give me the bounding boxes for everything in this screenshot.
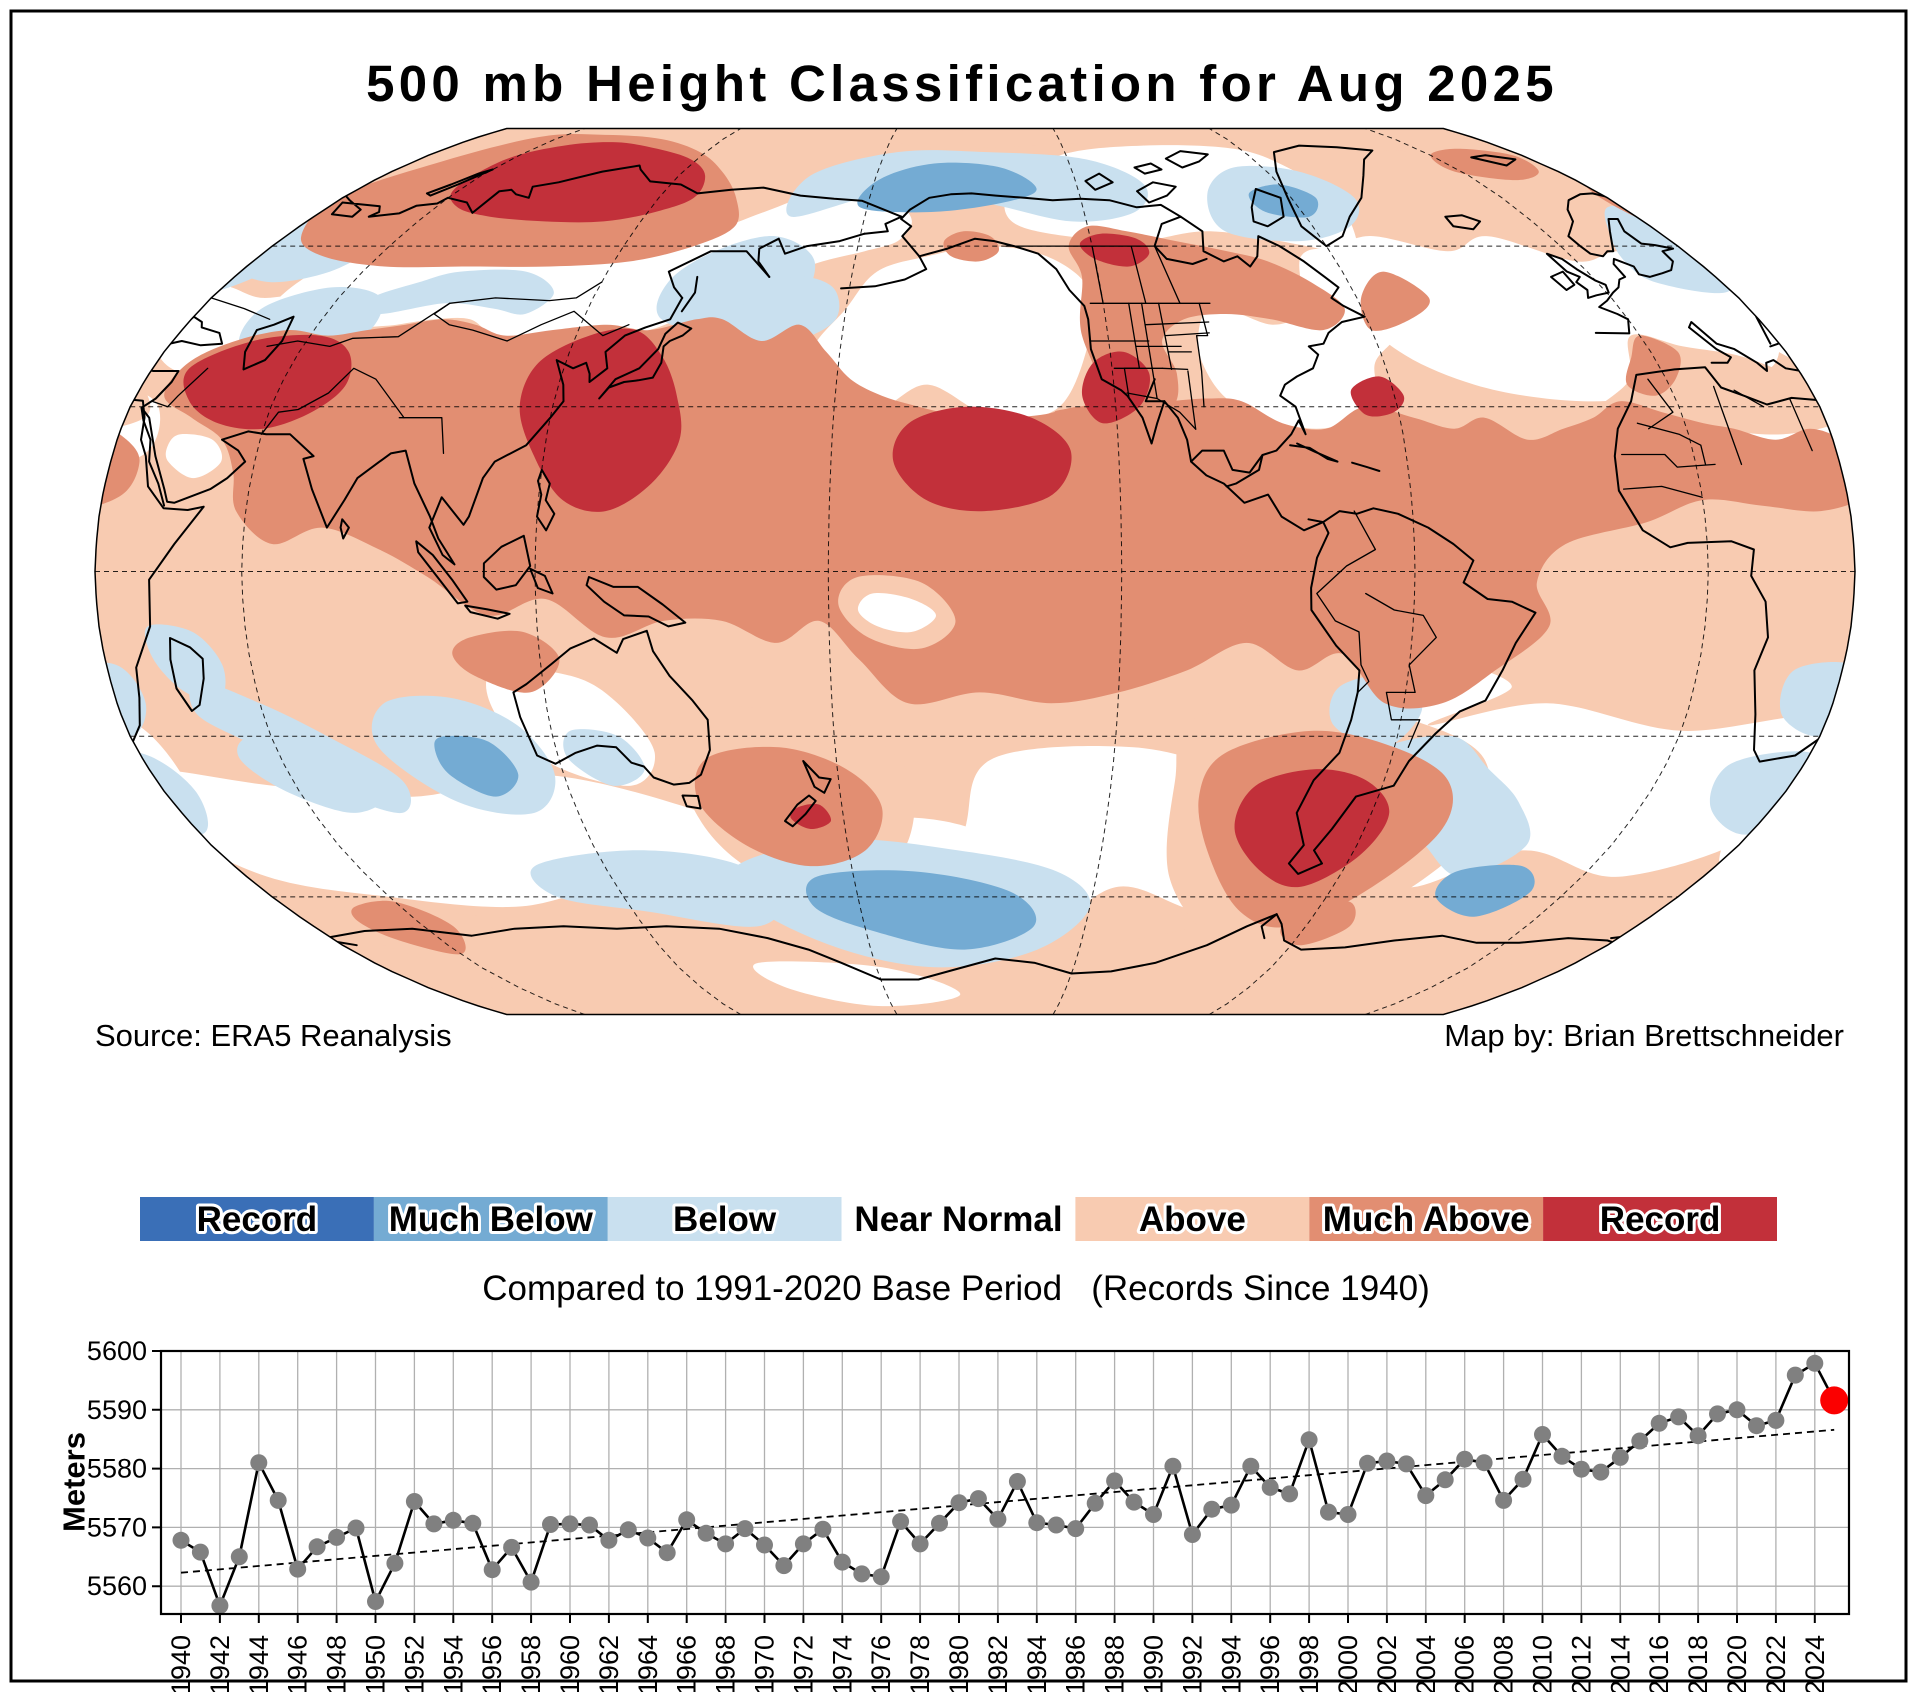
svg-text:1980: 1980 [944,1635,974,1692]
svg-text:2018: 2018 [1683,1635,1713,1692]
svg-text:5580: 5580 [87,1454,147,1484]
svg-text:Much Below: Much Below [389,1200,594,1239]
svg-text:2002: 2002 [1372,1635,1402,1692]
svg-text:Below: Below [673,1200,777,1239]
svg-text:1966: 1966 [672,1635,702,1692]
svg-text:1948: 1948 [322,1635,352,1692]
svg-text:500 mb Height Classification f: 500 mb Height Classification for Aug 202… [366,55,1558,112]
svg-text:5570: 5570 [87,1512,147,1542]
svg-text:5600: 5600 [87,1336,147,1366]
svg-text:1952: 1952 [399,1635,429,1692]
svg-text:1998: 1998 [1294,1635,1324,1692]
svg-text:1976: 1976 [866,1635,896,1692]
svg-text:1954: 1954 [438,1635,468,1692]
svg-text:1996: 1996 [1255,1635,1285,1692]
svg-text:1982: 1982 [983,1635,1013,1692]
svg-text:2000: 2000 [1333,1635,1363,1692]
svg-text:Compared to 1991-2020 Base Per: Compared to 1991-2020 Base Period (Recor… [482,1269,1430,1308]
svg-text:Record: Record [1600,1200,1721,1239]
svg-text:5590: 5590 [87,1395,147,1425]
svg-text:2016: 2016 [1644,1635,1674,1692]
svg-text:2020: 2020 [1722,1635,1752,1692]
svg-text:1984: 1984 [1022,1635,1052,1692]
svg-text:1962: 1962 [594,1635,624,1692]
svg-text:Meters: Meters [57,1432,92,1532]
svg-text:Above: Above [1139,1200,1246,1239]
svg-text:2008: 2008 [1489,1635,1519,1692]
svg-text:2004: 2004 [1411,1635,1441,1692]
svg-text:2006: 2006 [1450,1635,1480,1692]
svg-text:1960: 1960 [555,1635,585,1692]
svg-text:5560: 5560 [87,1571,147,1601]
svg-text:1968: 1968 [711,1635,741,1692]
svg-text:1950: 1950 [361,1635,391,1692]
svg-text:2022: 2022 [1761,1635,1791,1692]
svg-text:Much Above: Much Above [1323,1200,1530,1239]
svg-text:1974: 1974 [827,1635,857,1692]
svg-text:1992: 1992 [1177,1635,1207,1692]
svg-text:1978: 1978 [905,1635,935,1692]
svg-text:1946: 1946 [283,1635,313,1692]
svg-text:1944: 1944 [244,1635,274,1692]
svg-text:Near Normal: Near Normal [854,1200,1062,1239]
svg-text:1994: 1994 [1216,1635,1246,1692]
svg-text:1970: 1970 [750,1635,780,1692]
svg-text:1988: 1988 [1100,1635,1130,1692]
svg-text:1956: 1956 [477,1635,507,1692]
svg-text:2012: 2012 [1566,1635,1596,1692]
svg-text:1964: 1964 [633,1635,663,1692]
svg-text:1990: 1990 [1139,1635,1169,1692]
svg-text:2014: 2014 [1605,1635,1635,1692]
svg-text:1986: 1986 [1061,1635,1091,1692]
svg-text:Record: Record [197,1200,318,1239]
svg-text:2024: 2024 [1800,1635,1830,1692]
svg-text:1958: 1958 [516,1635,546,1692]
svg-text:Source: ERA5 Reanalysis: Source: ERA5 Reanalysis [95,1018,452,1053]
svg-text:1972: 1972 [788,1635,818,1692]
svg-text:2010: 2010 [1528,1635,1558,1692]
svg-text:Map by: Brian Brettschneider: Map by: Brian Brettschneider [1444,1018,1844,1053]
svg-text:1942: 1942 [205,1635,235,1692]
svg-text:1940: 1940 [166,1635,196,1692]
